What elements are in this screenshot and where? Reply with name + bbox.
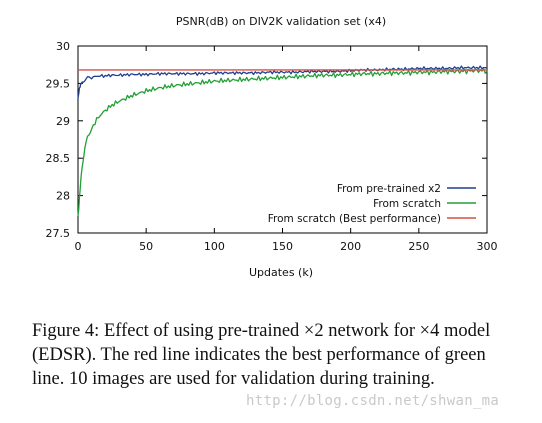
x-tick-label: 150 [272,240,293,253]
x-tick-label: 0 [75,240,82,253]
y-tick-label: 28 [56,190,70,203]
x-axis-label: Updates (k) [249,266,313,279]
legend-item-pretrained-label: From pre-trained x2 [337,183,441,195]
x-tick-label: 50 [139,240,153,253]
y-tick-label: 30 [56,40,70,53]
axis-ticks: 0 50 100 150 200 250 300 27.5 28 28.5 29 29.5 30 [46,40,498,253]
series-pretrained-line [77,65,487,99]
y-tick-label: 29 [56,115,70,128]
series-layer [77,65,488,216]
x-tick-label: 100 [204,240,225,253]
y-tick-label: 28.5 [46,152,71,165]
legend-item-scratch-label: From scratch [373,198,441,210]
series-scratch-line [77,68,488,216]
psnr-line-chart: PSNR(dB) on DIV2K validation set (x4) 0 5… [46,15,498,279]
x-tick-label: 300 [477,240,498,253]
y-tick-label: 27.5 [46,227,71,240]
figure-caption: Figure 4: Effect of using pre-trained ×2… [32,321,491,389]
chart-title: PSNR(dB) on DIV2K validation set (x4) [176,15,386,28]
legend-item-best-label: From scratch (Best performance) [268,213,441,225]
y-tick-label: 29.5 [46,77,71,90]
x-tick-label: 200 [340,240,361,253]
x-tick-label: 250 [408,240,429,253]
watermark: http://blog.csdn.net/shwan_ma [246,393,500,409]
legend: From pre-trained x2 From scratch From scra… [268,183,476,225]
